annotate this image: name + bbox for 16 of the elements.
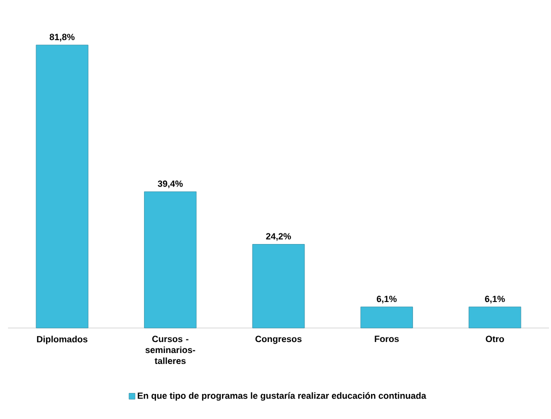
x-tick-label: Cursos -seminarios- talleres [145, 336, 196, 364]
x-tick-label: Congresos [255, 336, 302, 344]
bar [36, 44, 88, 328]
bar [144, 191, 196, 328]
data-label: 24,2% [266, 233, 291, 241]
bar [252, 244, 305, 328]
x-tick-label: Otro [486, 336, 504, 342]
x-tick-label: Diplomados [37, 336, 88, 344]
x-tick-label: Foros [374, 336, 399, 342]
data-label: 6,1% [376, 296, 397, 304]
bar [468, 306, 522, 328]
legend-label: En que tipo de programas le gustaría realizar educación continuada [138, 392, 426, 401]
data-label: 81,8% [50, 34, 75, 42]
bar [360, 306, 413, 328]
data-label: 39,4% [158, 180, 183, 188]
data-label: 6,1% [485, 296, 505, 304]
